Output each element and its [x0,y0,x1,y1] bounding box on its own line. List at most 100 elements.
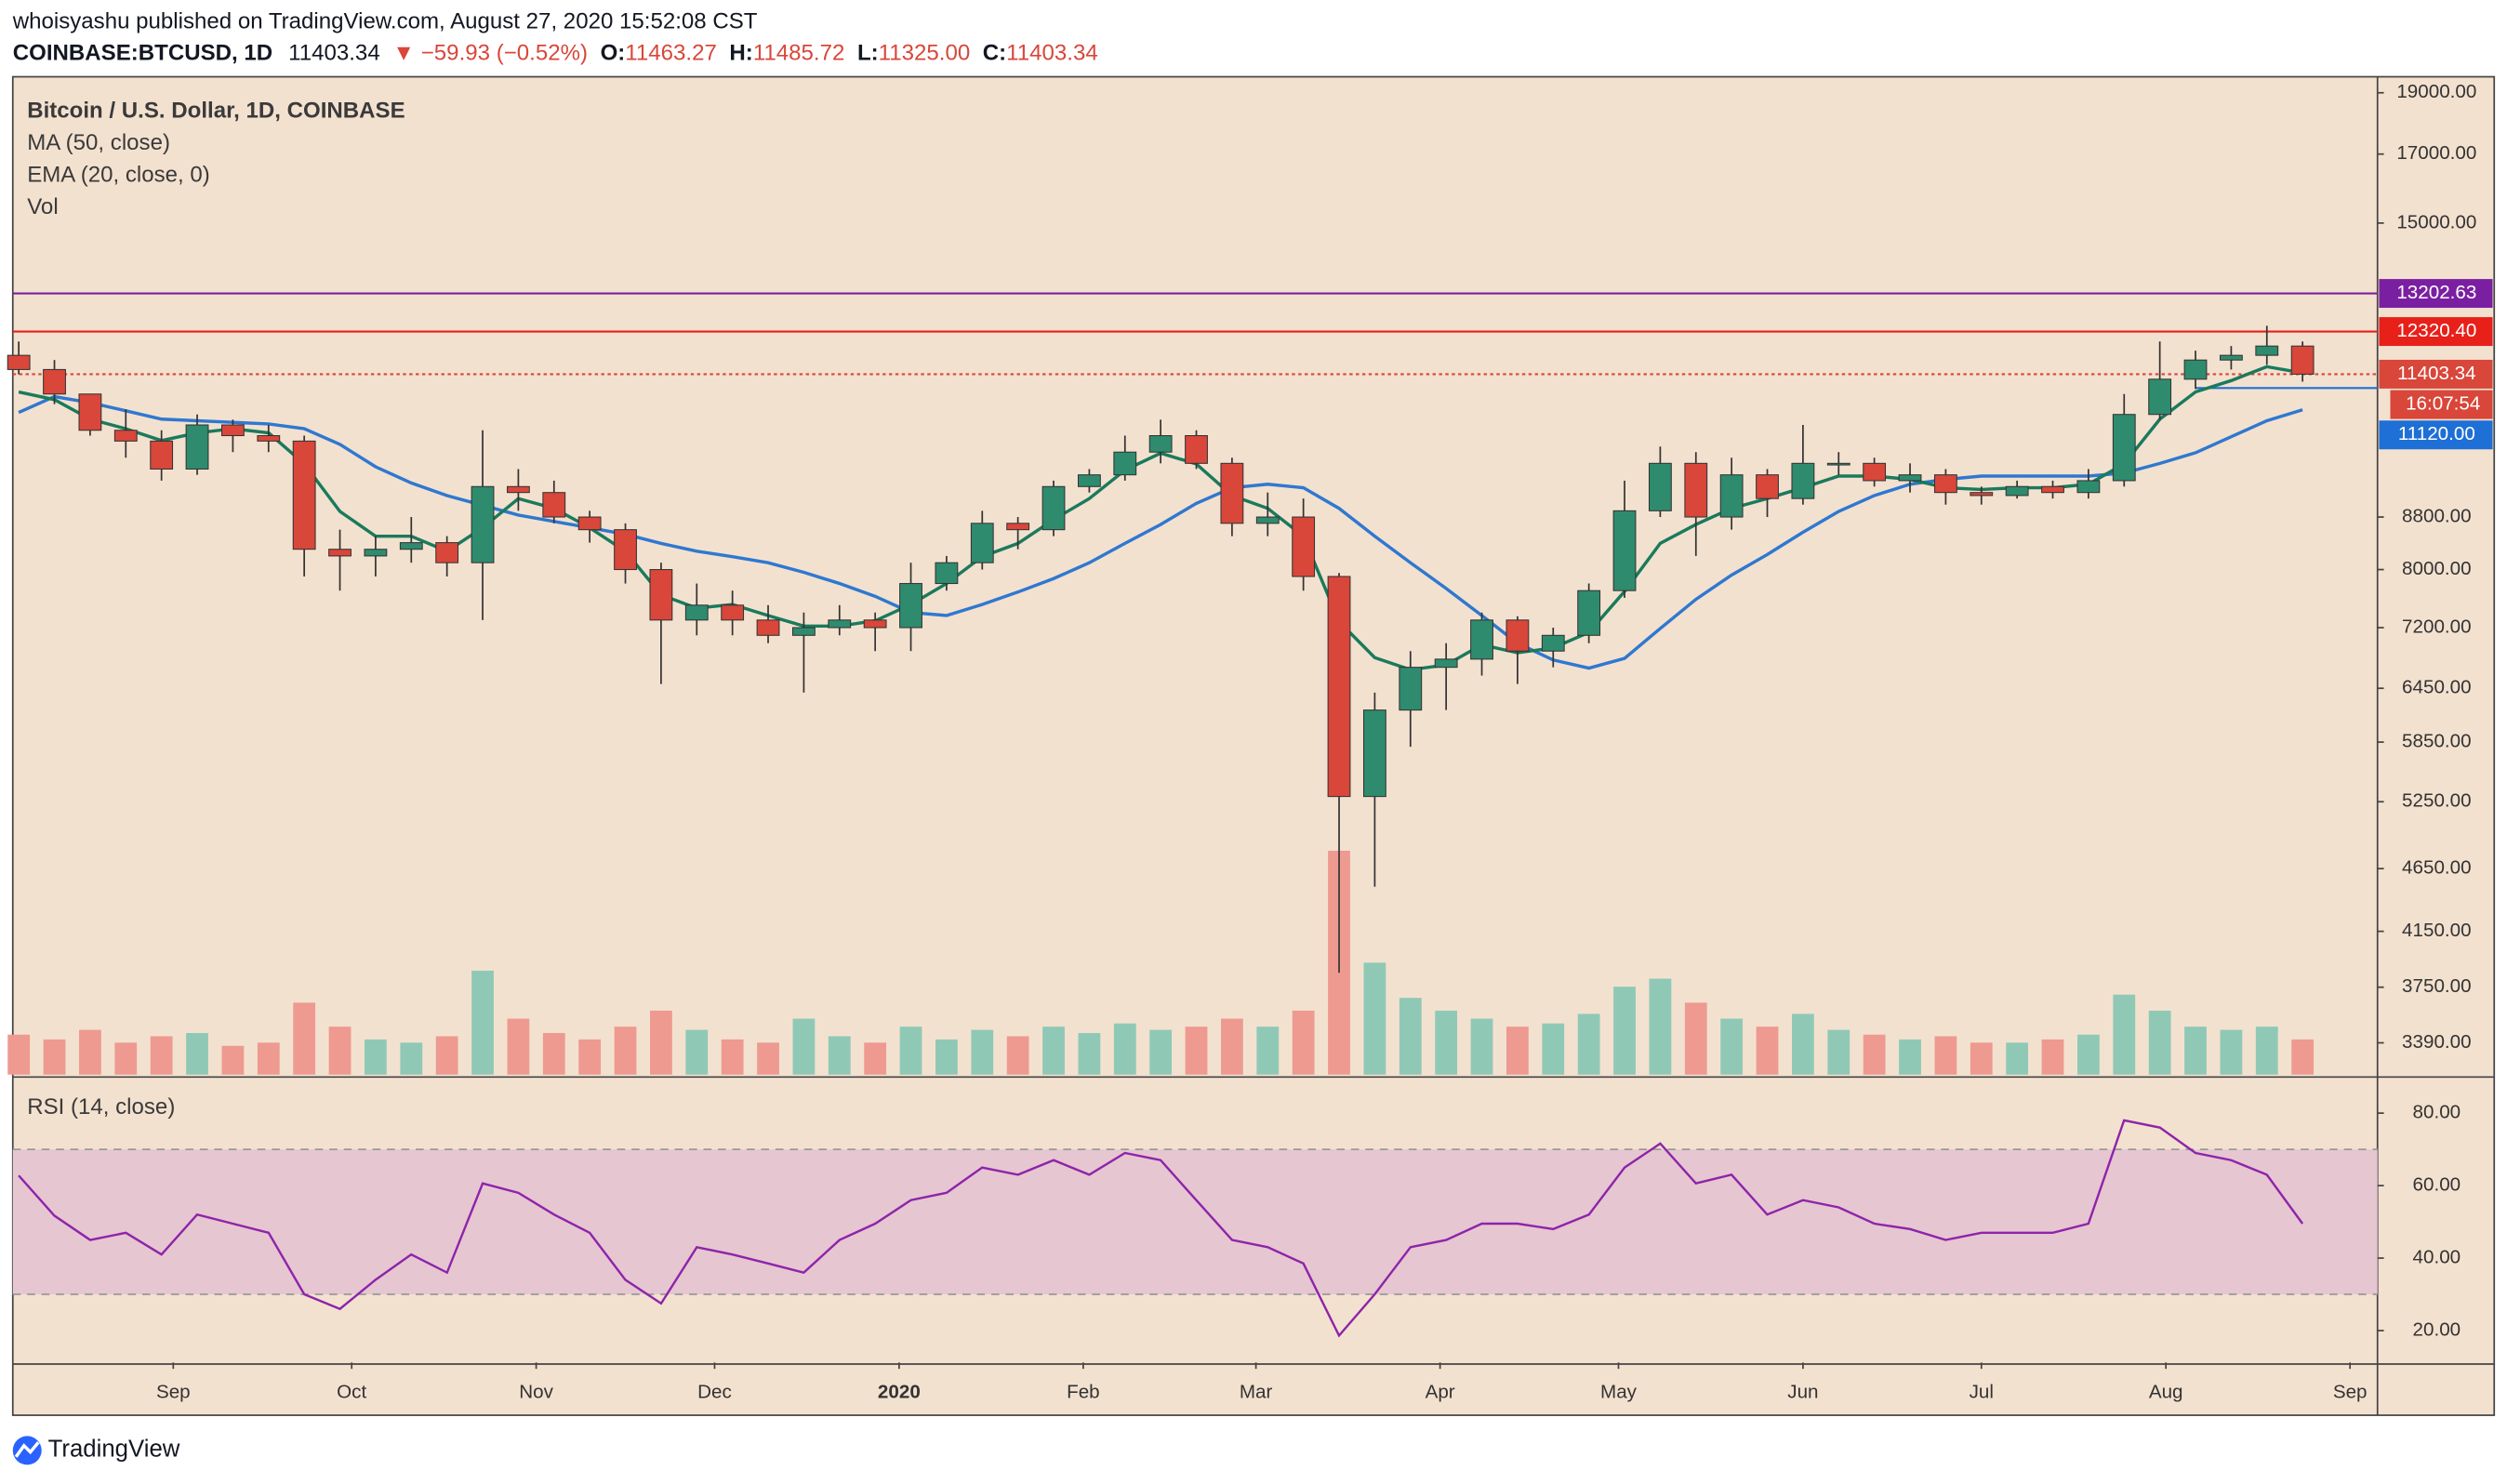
candle-body [863,619,887,629]
candle-body [2005,485,2029,497]
volume-bar [792,1018,816,1075]
candle-body [1148,435,1173,453]
candle-body [756,619,780,636]
candle-body [78,393,102,431]
x-tick-label: Apr [1426,1381,1455,1402]
candle-body [1292,516,1316,577]
candle-body [1327,576,1351,798]
candle-body [2112,414,2136,482]
level-tag-label: 13202.63 [2396,282,2476,303]
candle-body [113,430,138,442]
rsi-tick-label: 60.00 [2413,1174,2461,1196]
rsi-legend: RSI (14, close) [27,1094,175,1120]
y-tick-label: 4150.00 [2402,920,2472,941]
volume-bar [1792,1014,1814,1075]
candle-body [399,542,423,550]
ohlc-value: 11463.27 [625,41,717,66]
volume-bar [828,1036,851,1075]
y-tick-label: 4650.00 [2402,857,2472,879]
ohlc-value: 11403.34 [1006,41,1098,66]
volume-bar [2113,994,2136,1075]
candle-body [1863,462,1887,482]
candle-body [43,368,66,395]
volume-bar [1221,1018,1243,1075]
volume-bar [1292,1010,1315,1075]
level-tag [2379,420,2493,450]
volume-bar [1470,1018,1493,1075]
volume-bar [1649,978,1672,1075]
candle-body [506,485,530,494]
volume-bar [1827,1029,1850,1075]
volume-bar [864,1042,887,1075]
volume-bar [899,1027,922,1075]
volume-bar [1756,1027,1779,1075]
volume-bar [186,1033,208,1075]
candle-body [2219,354,2243,361]
volume-bar [935,1039,958,1075]
candle-body [1470,619,1493,660]
volume-bar [507,1018,530,1075]
y-tick-label: 19000.00 [2396,81,2476,102]
candle-body [970,523,994,563]
symbol: COINBASE:BTCUSD, 1D [13,41,272,66]
y-tick-label: 15000.00 [2396,211,2476,232]
volume-bar [2148,1010,2171,1075]
candle-body [471,485,495,563]
volume-bar [1256,1027,1280,1075]
candle-body [1506,619,1530,652]
rsi-tick-label: 20.00 [2413,1318,2461,1340]
candle-body [721,604,745,621]
x-tick-label: Jul [1970,1381,1994,1402]
level-tag-label: 11403.34 [2397,363,2475,384]
volume-bar [7,1034,31,1075]
y-tick-label: 6450.00 [2402,677,2472,698]
candle-body [1898,474,1922,482]
volume-bar [328,1027,352,1075]
y-tick-label: 7200.00 [2402,616,2472,637]
volume-bar [79,1029,101,1075]
volume-bar [1113,1023,1136,1075]
chart-title: Bitcoin / U.S. Dollar, 1D, COINBASE [27,99,405,124]
y-tick-label: 17000.00 [2396,142,2476,164]
volume-bar [150,1036,173,1075]
candle-body [1113,451,1137,476]
candle-body [828,619,852,629]
candle-body [150,440,174,470]
symbol-line: COINBASE:BTCUSD, 1D 11403.34 ▼ −59.93 (−… [13,41,1098,66]
volume-bar [400,1042,423,1075]
candle-body [1006,523,1030,531]
candle-body [1399,667,1423,711]
volume-bar [685,1029,709,1075]
x-tick-label: Mar [1240,1381,1273,1402]
volume-bar [2184,1027,2207,1075]
y-tick-label: 3750.00 [2402,975,2472,997]
ohlc-label: O: [601,41,626,66]
volume-bar [1684,1002,1707,1075]
rsi-band [12,1149,2378,1295]
candle-body [899,583,922,629]
volume-bar [2076,1034,2100,1075]
volume-bar [578,1039,602,1075]
candle-body [2255,345,2279,356]
candle-body [1612,510,1637,591]
candle-body [364,549,388,557]
last-price: 11403.34 [288,41,380,66]
volume-bar [43,1039,66,1075]
volume-bar [971,1029,994,1075]
volume-bar [2291,1039,2315,1075]
y-tick-label: 8800.00 [2402,505,2472,526]
footer-logo: TradingView [12,1436,180,1465]
candle-body [7,354,31,370]
candle-body [185,424,209,470]
x-tick-label: Oct [337,1381,366,1402]
x-tick-label: 2020 [878,1381,921,1402]
volume-bar [542,1033,565,1075]
x-tick-label: Aug [2149,1381,2183,1402]
level-tag [2379,279,2493,309]
x-tick-label: Sep [2333,1381,2368,1402]
rsi-tick-label: 80.00 [2413,1102,2461,1123]
volume-bar [650,1010,672,1075]
candle-body [1826,462,1850,466]
